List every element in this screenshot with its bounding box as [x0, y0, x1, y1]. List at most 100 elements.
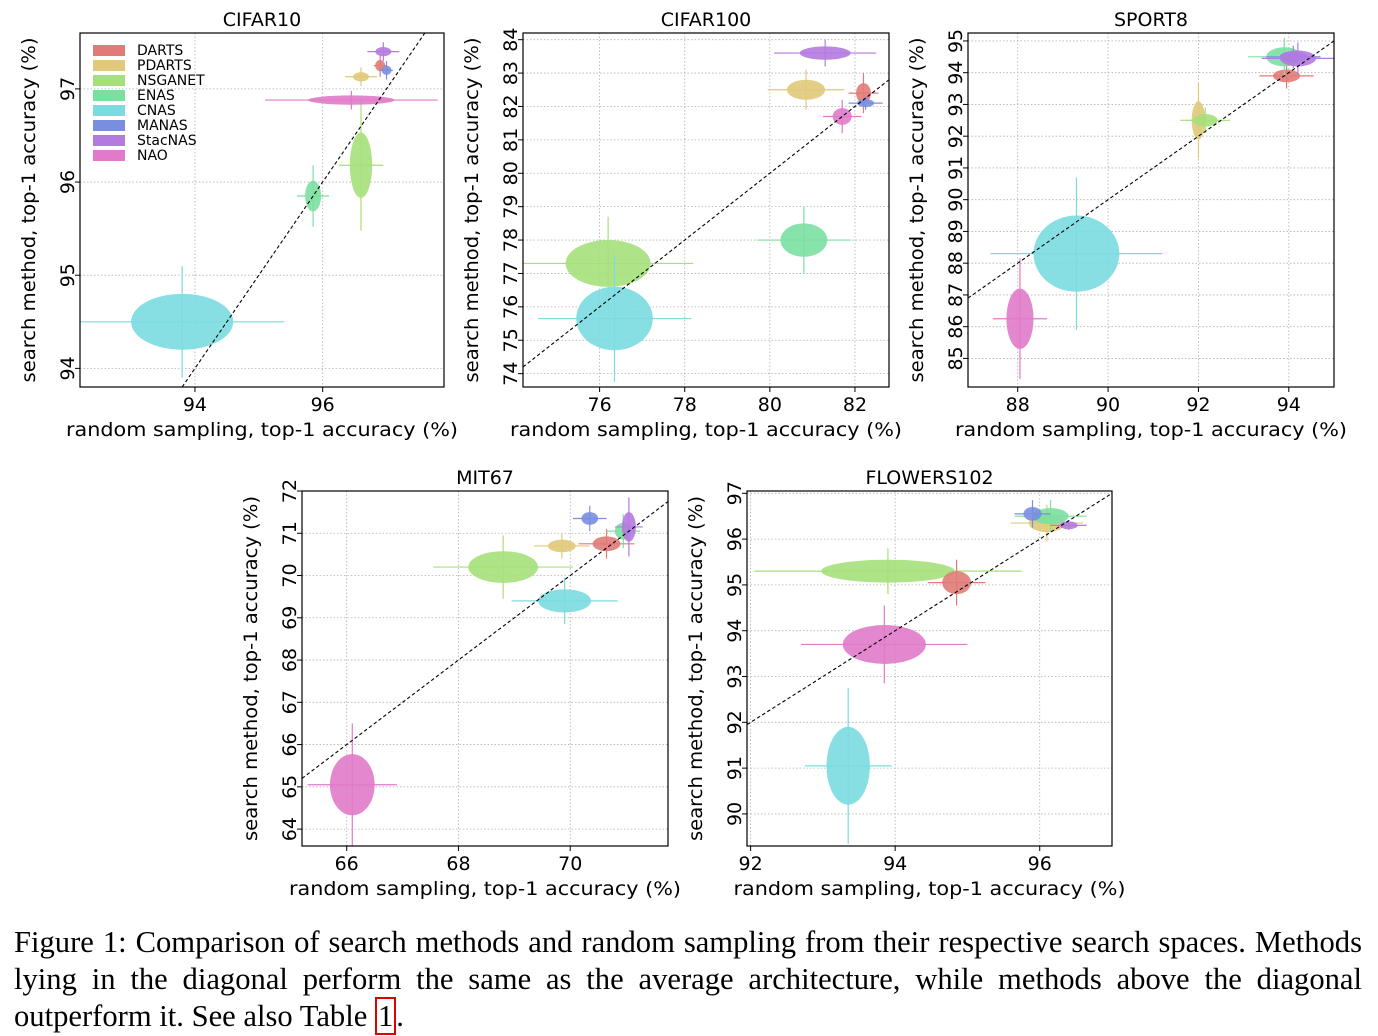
diagonal-line	[302, 501, 668, 779]
diagonal-line	[968, 40, 1334, 299]
point-stacnas	[1279, 50, 1316, 67]
y-axis-label: search method, top-1 accuracy (%)	[240, 496, 262, 841]
x-tick-label: 78	[673, 394, 697, 416]
y-tick-label: 69	[279, 606, 301, 630]
legend-label-manas: MANAS	[137, 118, 188, 134]
axes-frame	[522, 32, 890, 388]
legend-swatch-enas	[93, 90, 125, 101]
legend: DARTSPDARTSNSGANETENASCNASMANASStacNASNA…	[93, 43, 205, 164]
plot-area	[80, 33, 438, 387]
y-tick-label: 92	[945, 124, 967, 148]
y-tick-label: 84	[500, 28, 522, 52]
legend-swatch-nsganet	[93, 75, 125, 86]
y-tick-label: 93	[724, 664, 746, 688]
legend-label-cnas: CNAS	[137, 103, 176, 119]
figure-charts: 94 96 94 95 96 97 CIFAR10 random sampling, top-…	[18, 9, 1347, 900]
y-tick-label: 64	[279, 817, 301, 841]
x-tick-label: 92	[739, 853, 763, 875]
y-tick-label: 90	[724, 802, 746, 826]
figure-caption: Figure 1: Comparison of search methods a…	[14, 924, 1362, 1035]
point-nao	[1006, 288, 1034, 349]
x-axis-label: random sampling, top-1 accuracy (%)	[734, 878, 1126, 900]
x-tick-label: 68	[446, 853, 470, 875]
y-tick-label: 88	[945, 251, 967, 275]
y-tick-label: 67	[279, 690, 301, 714]
y-axis-label: search method, top-1 accuracy (%)	[906, 38, 928, 383]
point-nao	[842, 624, 926, 664]
point-enas	[305, 180, 322, 212]
diagonal-line	[747, 492, 1112, 726]
y-tick-label: 95	[724, 573, 746, 597]
point-nsganet	[349, 132, 373, 198]
point-pdarts	[547, 539, 576, 553]
y-tick-label: 78	[500, 228, 522, 252]
x-axis-label: random sampling, top-1 accuracy (%)	[289, 878, 681, 900]
y-tick-label: 77	[500, 261, 522, 285]
y-tick-label: 95	[57, 263, 79, 287]
legend-swatch-pdarts	[93, 60, 125, 71]
chart-panel-sport8: 88 90 92 94 85 86 87 88 89 90 91 92 93 94 95 SPORT8 rand…	[906, 9, 1347, 441]
point-nao	[308, 95, 395, 105]
y-tick-label: 81	[500, 128, 522, 152]
plot-area	[523, 39, 889, 382]
legend-swatch-stacnas	[93, 135, 125, 146]
caption-text: Figure 1: Comparison of search methods a…	[14, 925, 1362, 1033]
x-tick-label: 82	[843, 394, 867, 416]
table-reference-link[interactable]: 1	[374, 997, 397, 1035]
x-tick-label: 66	[335, 853, 359, 875]
plot-area	[302, 497, 668, 846]
chart-panel-cifar100: 76 78 80 82 74 75 76 77 78 79 80 81 82 83 84 CIFAR100 ra…	[461, 9, 902, 441]
legend-label-darts: DARTS	[137, 43, 183, 59]
y-tick-label: 96	[724, 527, 746, 551]
legend-label-stacnas: StacNAS	[137, 133, 197, 149]
chart-panel-mit67: 66 68 70 64 65 66 67 68 69 70 71 72 MIT67 random samp…	[240, 467, 681, 900]
y-tick-label: 82	[500, 94, 522, 118]
x-axis-label: random sampling, top-1 accuracy (%)	[955, 419, 1347, 441]
x-tick-label: 76	[588, 394, 612, 416]
point-manas	[581, 512, 599, 525]
axes-frame	[746, 490, 1113, 847]
y-tick-label: 93	[945, 92, 967, 116]
chart-panel-flowers102: 92 94 96 90 91 92 93 94 95 96 97 FLOWERS102 random s…	[685, 467, 1126, 900]
point-darts	[942, 571, 972, 595]
y-tick-label: 90	[945, 188, 967, 212]
point-cnas	[538, 589, 592, 613]
axes-frame	[79, 32, 445, 388]
chart-title: CIFAR100	[661, 9, 752, 31]
point-cnas	[576, 286, 653, 351]
y-tick-label: 94	[724, 619, 746, 643]
x-tick-label: 90	[1096, 394, 1120, 416]
point-nsganet	[468, 551, 539, 583]
legend-label-nao: NAO	[137, 148, 168, 164]
y-tick-label: 87	[945, 283, 967, 307]
y-tick-label: 80	[500, 161, 522, 185]
point-pdarts	[786, 79, 826, 100]
y-tick-label: 95	[945, 29, 967, 53]
y-tick-label: 86	[945, 315, 967, 339]
diagonal-line	[181, 33, 426, 387]
legend-swatch-nao	[93, 150, 125, 161]
chart-title: SPORT8	[1114, 9, 1188, 31]
legend-swatch-darts	[93, 45, 125, 56]
y-tick-label: 72	[279, 479, 301, 503]
point-darts	[592, 536, 621, 552]
y-axis-label: search method, top-1 accuracy (%)	[461, 38, 483, 383]
legend-label-nsganet: NSGANET	[137, 73, 205, 89]
x-tick-label: 88	[1006, 394, 1030, 416]
x-axis-label: random sampling, top-1 accuracy (%)	[66, 419, 458, 441]
point-manas	[857, 99, 875, 108]
x-tick-label: 70	[558, 853, 582, 875]
point-manas	[381, 65, 392, 75]
x-tick-label: 94	[1277, 394, 1301, 416]
y-tick-label: 65	[279, 775, 301, 799]
point-stacnas	[799, 46, 851, 60]
plot-area	[968, 37, 1334, 380]
x-tick-label: 92	[1186, 394, 1210, 416]
point-enas	[780, 223, 828, 257]
point-cnas	[1033, 215, 1120, 292]
x-tick-label: 96	[311, 394, 335, 416]
point-stacnas	[1059, 521, 1078, 530]
legend-swatch-manas	[93, 120, 125, 131]
x-tick-label: 80	[758, 394, 782, 416]
legend-label-enas: ENAS	[137, 88, 175, 104]
